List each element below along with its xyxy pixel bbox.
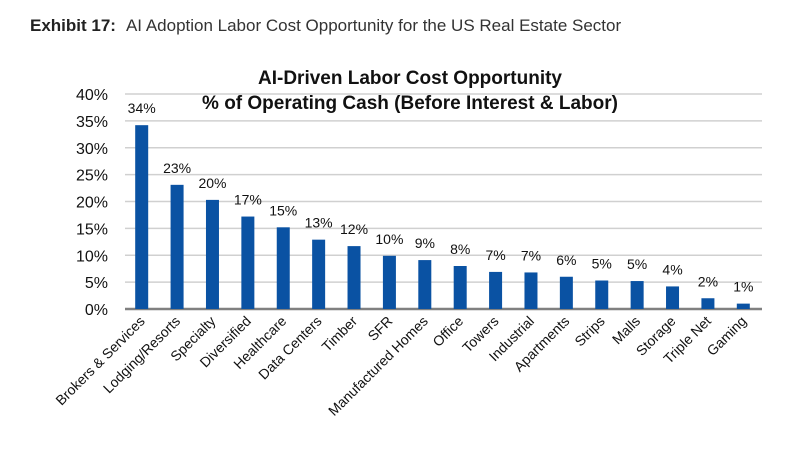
data-label: 9% <box>415 235 435 251</box>
data-label: 10% <box>375 231 403 247</box>
data-label: 15% <box>269 202 297 218</box>
chart-title: AI-Driven Labor Cost Opportunity <box>258 68 562 89</box>
bar <box>453 266 467 309</box>
data-label: 4% <box>662 261 682 277</box>
data-label: 5% <box>592 256 612 272</box>
bar <box>559 276 573 309</box>
bar <box>347 246 361 309</box>
bar <box>736 303 750 309</box>
y-tick-label: 15% <box>76 221 108 238</box>
data-label: 20% <box>198 175 226 191</box>
data-label: 5% <box>627 256 647 272</box>
y-tick-label: 35% <box>76 114 108 131</box>
data-label: 1% <box>733 279 753 295</box>
bar <box>489 271 503 309</box>
bar <box>701 298 715 309</box>
data-label: 13% <box>305 215 333 231</box>
bar <box>418 260 432 309</box>
chart-subtitle: % of Operating Cash (Before Interest & L… <box>202 93 618 114</box>
x-tick-label: Timber <box>318 313 360 355</box>
data-label: 17% <box>234 192 262 208</box>
x-tick-label: SFR <box>364 313 395 344</box>
data-label: 7% <box>521 247 541 263</box>
y-tick-label: 40% <box>76 87 108 104</box>
data-label: 7% <box>485 247 505 263</box>
y-tick-label: 25% <box>76 168 108 185</box>
data-label: 2% <box>698 273 718 289</box>
x-tick-label: Gaming <box>703 313 749 359</box>
bar <box>382 255 396 309</box>
bar <box>630 281 644 309</box>
x-tick-label: Strips <box>571 313 608 350</box>
data-label: 12% <box>340 221 368 237</box>
y-tick-label: 0% <box>85 302 108 319</box>
data-label: 34% <box>128 100 156 116</box>
bar <box>666 286 680 309</box>
bar <box>205 199 219 309</box>
exhibit-label: Exhibit 17: <box>30 16 116 35</box>
bar <box>170 184 184 309</box>
exhibit-title: AI Adoption Labor Cost Opportunity for t… <box>125 16 622 35</box>
y-tick-label: 20% <box>76 195 108 212</box>
bar <box>135 125 149 309</box>
y-tick-label: 10% <box>76 248 108 265</box>
data-label: 6% <box>556 252 576 268</box>
data-label: 23% <box>163 160 191 176</box>
bar <box>241 216 255 309</box>
bar <box>595 280 609 309</box>
y-tick-label: 5% <box>85 275 108 292</box>
exhibit-heading: Exhibit 17: AI Adoption Labor Cost Opport… <box>30 16 621 36</box>
bar <box>524 272 538 309</box>
y-tick-label: 30% <box>76 141 108 158</box>
bar <box>276 227 290 309</box>
data-label: 8% <box>450 241 470 257</box>
bar <box>312 239 326 309</box>
